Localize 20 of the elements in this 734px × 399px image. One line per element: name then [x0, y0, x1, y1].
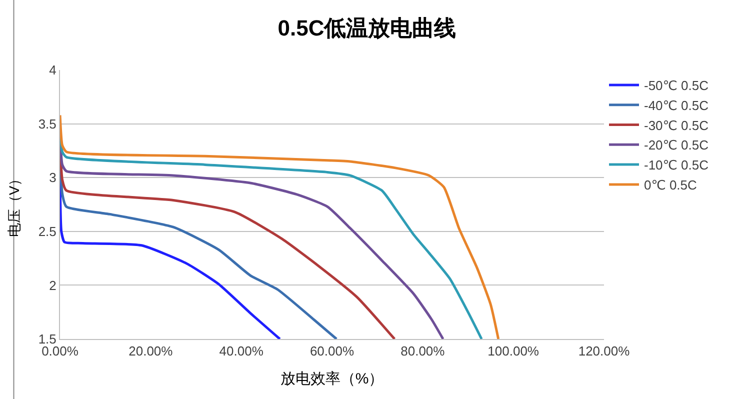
x-tick-label: 120.00%: [578, 344, 630, 359]
chart-title: 0.5C低温放电曲线: [278, 15, 456, 40]
y-tick-label: 2: [49, 278, 56, 293]
x-tick-label: 60.00%: [310, 344, 354, 359]
x-tick-label: 100.00%: [488, 344, 540, 359]
legend-label: -40℃ 0.5C: [644, 98, 708, 113]
y-tick-label: 3.5: [38, 116, 56, 132]
legend-label: -30℃ 0.5C: [644, 118, 708, 133]
y-axis-title: 电压（V）: [6, 172, 22, 238]
x-axis-title: 放电效率（%）: [280, 370, 384, 388]
y-tick-label: 2.5: [38, 224, 56, 239]
y-tick-label: 4: [49, 62, 56, 78]
legend-label: -10℃ 0.5C: [644, 158, 708, 173]
legend-label: 0℃ 0.5C: [644, 178, 697, 193]
y-tick-label: 3: [49, 170, 56, 186]
x-tick-label: 20.00%: [128, 344, 174, 359]
legend-label: -50℃ 0.5C: [644, 78, 708, 94]
legend-label: -20℃ 0.5C: [644, 138, 708, 153]
x-tick-label: 40.00%: [219, 344, 264, 359]
x-tick-label: 80.00%: [400, 344, 446, 359]
